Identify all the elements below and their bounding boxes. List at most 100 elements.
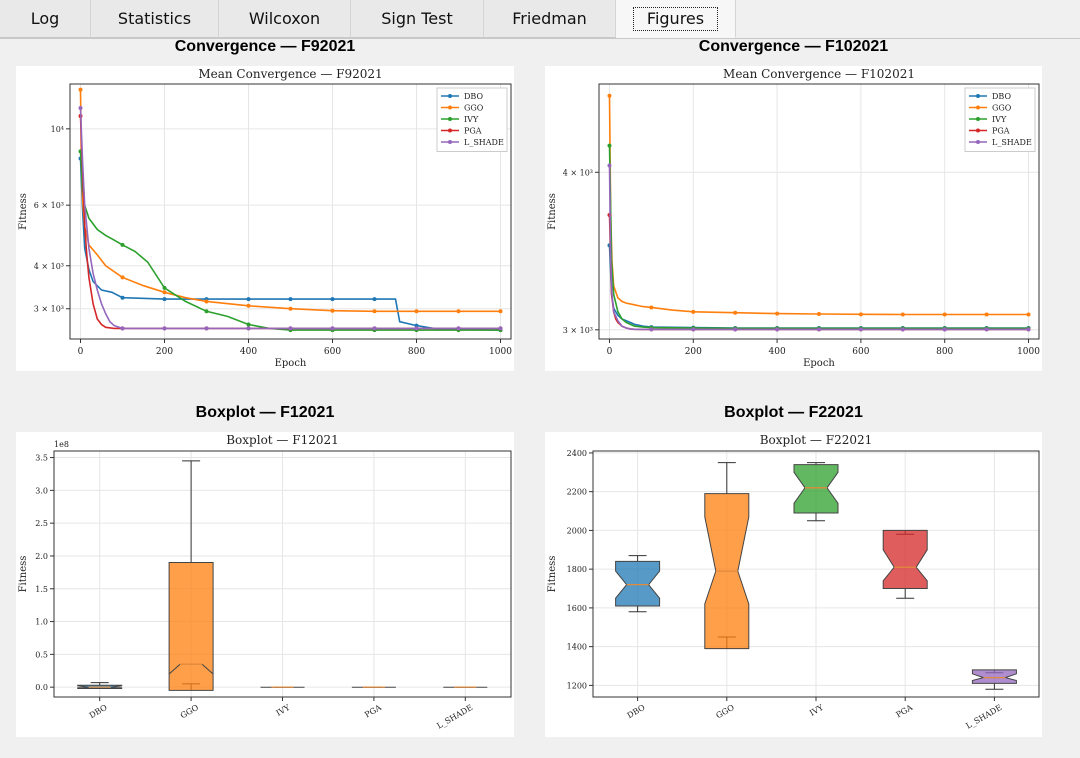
series-marker-ggo — [649, 305, 654, 310]
series-line-pga — [79, 115, 501, 330]
x-tick-label: 400 — [240, 347, 257, 357]
legend-marker-dbo — [448, 94, 452, 98]
tab-sign-test[interactable]: Sign Test — [351, 0, 484, 38]
series-marker-ggo — [607, 93, 612, 98]
series-marker-ggo — [942, 312, 947, 317]
legend-label-l-shade: L_SHADE — [992, 138, 1032, 147]
y-tick-label: 6 × 10³ — [34, 201, 64, 210]
legend-marker-l-shade — [448, 140, 452, 144]
legend-label-ggo: GGO — [992, 104, 1012, 113]
x-tick-label: 0 — [78, 347, 84, 357]
series-marker-ggo — [414, 309, 419, 314]
chart-title: Mean Convergence — F92021 — [198, 67, 382, 81]
x-tick-label: 1000 — [1017, 347, 1040, 357]
x-tick-label: IVY — [808, 703, 825, 718]
tab-figures[interactable]: Figures — [616, 0, 736, 38]
y-tick-label: 2.5 — [35, 519, 48, 528]
series-marker-ivy — [120, 242, 125, 247]
series-marker-ggo — [984, 312, 989, 317]
boxplot-f2-figure: Boxplot — F22021 DBO GGO IVY PGA L_SHADE 1200 1… — [545, 432, 1042, 737]
series-marker-ggo — [498, 309, 503, 314]
series-line-l-shade — [79, 107, 501, 330]
series-marker-l-shade — [1026, 327, 1031, 332]
legend-label-pga: PGA — [464, 127, 482, 136]
series-marker-dbo — [288, 297, 293, 302]
box-ggo — [168, 562, 214, 691]
boxplot-f1-figure: Boxplot — F12021 DBO GGO IVY PGA L_SHADE 0.0 0.… — [16, 432, 514, 737]
y-axis-label: Fitness — [547, 556, 558, 593]
y-tick-label: 3.0 — [35, 486, 48, 495]
series-marker-l-shade — [984, 327, 989, 332]
box-l-shade — [971, 669, 1017, 684]
tab-log[interactable]: Log — [0, 0, 91, 38]
box-pga — [882, 529, 928, 589]
x-tick-label: 600 — [324, 347, 341, 357]
series-marker-ggo — [120, 275, 125, 280]
series-marker-l-shade — [733, 327, 738, 332]
y-tick-label: 3 × 10³ — [34, 305, 64, 314]
series-marker-l-shade — [456, 326, 461, 331]
series-marker-ggo — [456, 309, 461, 314]
tab-friedman[interactable]: Friedman — [484, 0, 616, 38]
tab-wilcoxon[interactable]: Wilcoxon — [219, 0, 351, 38]
series-marker-ggo — [691, 309, 696, 314]
y-tick-label: 4 × 10³ — [563, 168, 593, 177]
series-marker-l-shade — [649, 327, 654, 332]
plot-frame — [598, 83, 1040, 340]
series-marker-ggo — [733, 310, 738, 315]
y-tick-label: 2.0 — [35, 552, 48, 561]
series-marker-dbo — [246, 297, 251, 302]
legend-label-ivy: IVY — [992, 115, 1007, 124]
plot-frame — [53, 450, 512, 698]
boxplot-f2-chart: Boxplot — F22021 DBO GGO IVY PGA L_SHADE 1200 1… — [547, 433, 1040, 731]
series-marker-ggo — [817, 311, 821, 316]
series-marker-ggo — [162, 290, 167, 295]
chart-title: Mean Convergence — F102021 — [723, 67, 915, 81]
series-marker-ggo — [775, 311, 780, 316]
series-marker-l-shade — [942, 327, 947, 332]
series-marker-l-shade — [288, 326, 293, 331]
y-tick-label: 0.5 — [35, 650, 48, 659]
series-marker-ivy — [204, 309, 209, 314]
series-marker-l-shade — [162, 326, 167, 331]
series-marker-l-shade — [498, 326, 503, 331]
series-marker-l-shade — [607, 163, 612, 168]
x-tick-label: 800 — [408, 347, 425, 357]
series-marker-dbo — [372, 297, 377, 302]
legend-marker-ivy — [448, 117, 452, 121]
x-tick-label: 600 — [852, 347, 869, 357]
x-tick-label: 1000 — [489, 347, 512, 357]
legend-marker-ivy — [976, 117, 980, 121]
boxplot-f1-panel-title: Boxplot — F12021 — [195, 404, 335, 421]
legend-marker-dbo — [976, 94, 980, 98]
series-marker-l-shade — [372, 326, 377, 331]
legend-label-dbo: DBO — [464, 92, 483, 101]
legend-label-l-shade: L_SHADE — [464, 138, 504, 147]
y-tick-label: 2400 — [567, 449, 587, 458]
x-tick-label: DBO — [88, 703, 109, 721]
chart-title: Boxplot — F22021 — [760, 433, 873, 447]
y-axis-label: Fitness — [547, 193, 558, 230]
series-marker-ivy — [607, 143, 612, 148]
x-tick-label: PGA — [894, 703, 914, 720]
legend-label-pga: PGA — [992, 127, 1010, 136]
legend-marker-ggo — [976, 105, 980, 110]
series-marker-ggo — [330, 308, 335, 313]
series-marker-l-shade — [858, 327, 863, 332]
x-tick-label: 200 — [685, 347, 702, 357]
convergence-f9-chart: Mean Convergence — F92021 0 200 400 600 800 10… — [18, 67, 512, 369]
series-line-dbo — [79, 158, 501, 331]
y-tick-label: 1.5 — [35, 585, 48, 594]
tab-statistics[interactable]: Statistics — [91, 0, 219, 38]
series-marker-ggo — [246, 303, 251, 308]
y-tick-label: 3.5 — [35, 454, 48, 463]
x-tick-label: GGO — [179, 703, 201, 721]
convergence-f10-figure: Mean Convergence — F102021 0 200 400 600 800 1… — [545, 66, 1042, 371]
legend-marker-l-shade — [976, 140, 980, 144]
chart-title: Boxplot — F12021 — [226, 433, 339, 447]
series-marker-ivy — [162, 285, 167, 290]
plot-frame — [592, 450, 1040, 698]
y-tick-label: 1400 — [567, 643, 587, 652]
series-marker-l-shade — [414, 326, 419, 331]
y-tick-label: 2200 — [567, 488, 587, 497]
